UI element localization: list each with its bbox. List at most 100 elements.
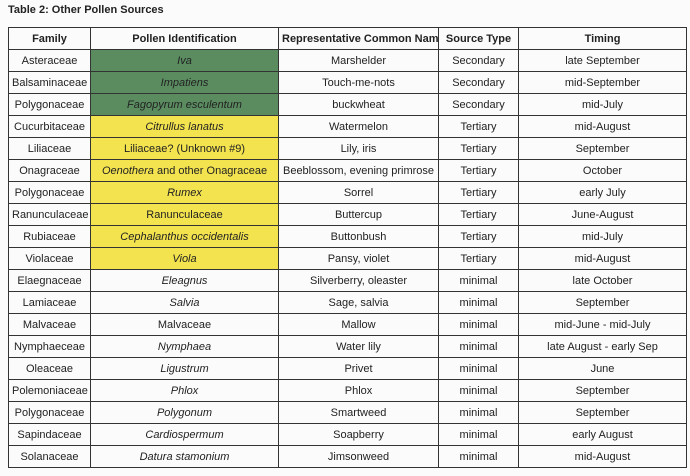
timing-cell: mid-June - mid-July [518,313,687,336]
pollen-cell: Ligustrum [90,357,279,380]
table-row: Asteraceae Iva Marshelder Secondary late Sep… [8,49,687,72]
timing-cell: late August - early Sep [518,335,687,358]
source-type-cell: minimal [438,313,519,336]
common-name-cell: Beeblossom, evening primrose [278,159,439,182]
pollen-text: Datura stamonium [139,450,230,463]
timing-cell: September [518,291,687,314]
pollen-text: Cardiospermum [145,428,224,441]
family-cell: Lamiaceae [8,291,91,314]
common-name-cell: Watermelon [278,115,439,138]
common-name-cell: Water lily [278,335,439,358]
common-name-cell: Pansy, violet [278,247,439,270]
table-row: Oleaceae Ligustrum Privet minimal June [8,357,687,380]
pollen-cell: Ranunculaceae [90,203,279,226]
column-header: Pollen Identification [90,27,279,50]
table-body: Asteraceae Iva Marshelder Secondary late Sep… [8,49,687,468]
pollen-text: Oenothera [101,164,154,177]
family-cell: Liliaceae [8,137,91,160]
table-row: Malvaceae Malvaceae Mallow minimal mid-June … [8,313,687,336]
table-row: Polygonaceae Rumex Sorrel Tertiary early Jul… [8,181,687,204]
family-cell: Oleaceae [8,357,91,380]
source-type-cell: minimal [438,291,519,314]
pollen-cell: Nymphaea [90,335,279,358]
source-type-cell: Secondary [438,49,519,72]
family-cell: Malvaceae [8,313,91,336]
pollen-text: Malvaceae [157,318,212,331]
common-name-cell: Buttonbush [278,225,439,248]
timing-cell: early July [518,181,687,204]
source-type-cell: minimal [438,423,519,446]
pollen-cell: Liliaceae? (Unknown #9) [90,137,279,160]
family-cell: Rubiaceae [8,225,91,248]
timing-cell: late October [518,269,687,292]
common-name-cell: buckwheat [278,93,439,116]
column-header: Representative Common Name [278,27,439,50]
header-row: Family Pollen Identification Representativ… [8,27,687,50]
pollen-cell: Citrullus lanatus [90,115,279,138]
pollen-text: Viola [172,252,197,265]
table-row: Cucurbitaceae Citrullus lanatus Watermelon… [8,115,687,138]
pollen-cell: Salvia [90,291,279,314]
pollen-text: Cephalanthus occidentalis [120,230,249,243]
family-cell: Sapindaceae [8,423,91,446]
pollen-text: Polygonum [156,406,213,419]
table-row: Polygonaceae Fagopyrum esculentum buckwhea… [8,93,687,116]
common-name-cell: Marshelder [278,49,439,72]
family-cell: Solanaceae [8,445,91,468]
family-cell: Polygonaceae [8,93,91,116]
timing-cell: mid-August [518,445,687,468]
common-name-cell: Jimsonweed [278,445,439,468]
pollen-text: Liliaceae? (Unknown #9) [123,142,246,155]
family-cell: Polygonaceae [8,181,91,204]
pollen-cell: Iva [90,49,279,72]
common-name-cell: Phlox [278,379,439,402]
family-cell: Elaegnaceae [8,269,91,292]
pollen-table: Family Pollen Identification Representativ… [8,27,687,468]
timing-cell: June-August [518,203,687,226]
common-name-cell: Privet [278,357,439,380]
family-cell: Polygonaceae [8,401,91,424]
source-type-cell: minimal [438,445,519,468]
source-type-cell: Tertiary [438,115,519,138]
table-row: Onagraceae Oenothera and other Onagraceae… [8,159,687,182]
table-row: Nymphaeceae Nymphaea Water lily minimal late… [8,335,687,358]
table-row: Elaegnaceae Eleagnus Silverberry, oleaster… [8,269,687,292]
common-name-cell: Silverberry, oleaster [278,269,439,292]
timing-cell: mid-August [518,247,687,270]
timing-cell: mid-August [518,115,687,138]
pollen-cell: Rumex [90,181,279,204]
timing-cell: mid-July [518,225,687,248]
source-type-cell: Secondary [438,71,519,94]
pollen-text: Eleagnus [161,274,208,287]
table-title: Table 2: Other Pollen Sources [8,4,164,16]
pollen-text: Iva [177,54,192,67]
table-row: Polygonaceae Polygonum Smartweed minimal Sep… [8,401,687,424]
common-name-cell: Soapberry [278,423,439,446]
pollen-cell: Cephalanthus occidentalis [90,225,279,248]
timing-cell: early August [518,423,687,446]
timing-cell: September [518,137,687,160]
table-row: Balsaminaceae Impatiens Touch-me-nots Secon… [8,71,687,94]
common-name-cell: Mallow [278,313,439,336]
source-type-cell: minimal [438,357,519,380]
family-cell: Ranunculaceae [8,203,91,226]
timing-cell: mid-September [518,71,687,94]
pollen-cell: Eleagnus [90,269,279,292]
column-header: Family [8,27,91,50]
pollen-text: Ranunculaceae [146,208,223,221]
common-name-cell: Buttercup [278,203,439,226]
table-row: Solanaceae Datura stamonium Jimsonweed mini… [8,445,687,468]
column-header: Timing [518,27,687,50]
pollen-cell: Impatiens [90,71,279,94]
pollen-cell: Fagopyrum esculentum [90,93,279,116]
family-cell: Cucurbitaceae [8,115,91,138]
pollen-text: and other Onagraceae [153,164,268,177]
table-row: Polemoniaceae Phlox Phlox minimal September [8,379,687,402]
table-row: Rubiaceae Cephalanthus occidentalis Button… [8,225,687,248]
source-type-cell: minimal [438,401,519,424]
family-cell: Asteraceae [8,49,91,72]
common-name-cell: Sorrel [278,181,439,204]
pollen-cell: Polygonum [90,401,279,424]
family-cell: Polemoniaceae [8,379,91,402]
